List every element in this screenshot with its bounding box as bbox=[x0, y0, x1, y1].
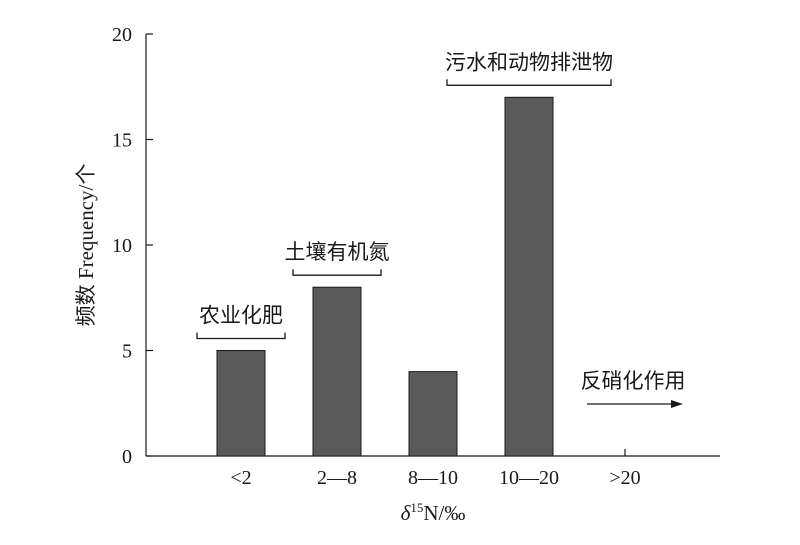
annotation-bracket bbox=[292, 269, 382, 276]
annotation-bracket bbox=[196, 332, 286, 340]
bar-10—20 bbox=[504, 96, 554, 457]
bars bbox=[216, 96, 554, 457]
annotation-label: 反硝化作用 bbox=[581, 369, 686, 393]
annotation-label: 污水和动物排泄物 bbox=[445, 50, 613, 74]
y-tick-label: 15 bbox=[112, 130, 132, 152]
y-tick-label: 0 bbox=[122, 446, 132, 468]
x-tick-label: 2—8 bbox=[317, 467, 357, 489]
y-axis-title: 频数 Frequency/个 bbox=[74, 164, 98, 327]
annotation-bracket bbox=[446, 79, 612, 86]
annotation-arrowhead bbox=[671, 400, 683, 408]
x-axis-title: δ15N/‰ bbox=[401, 500, 466, 525]
annotation-label: 农业化肥 bbox=[199, 304, 283, 328]
x-axis-title-superscript: 15 bbox=[410, 500, 423, 515]
x-tick-label: >20 bbox=[609, 467, 640, 489]
bar-2—8 bbox=[312, 286, 362, 457]
y-tick-label: 20 bbox=[112, 24, 132, 46]
y-tick-label: 10 bbox=[112, 235, 132, 257]
x-tick-label: 10—20 bbox=[499, 467, 559, 489]
x-axis-title-rest: N/‰ bbox=[423, 501, 465, 525]
annotation-label: 土壤有机氮 bbox=[285, 240, 390, 264]
y-ticks: 0 5 10 15 20 bbox=[112, 24, 153, 468]
y-tick-label: 5 bbox=[122, 341, 132, 363]
x-tick-label: <2 bbox=[230, 467, 251, 489]
x-axis-title-delta: δ bbox=[401, 501, 412, 525]
x-tick-label: 8—10 bbox=[408, 467, 458, 489]
bar-<2 bbox=[216, 350, 266, 457]
bar-8—10 bbox=[408, 371, 458, 457]
